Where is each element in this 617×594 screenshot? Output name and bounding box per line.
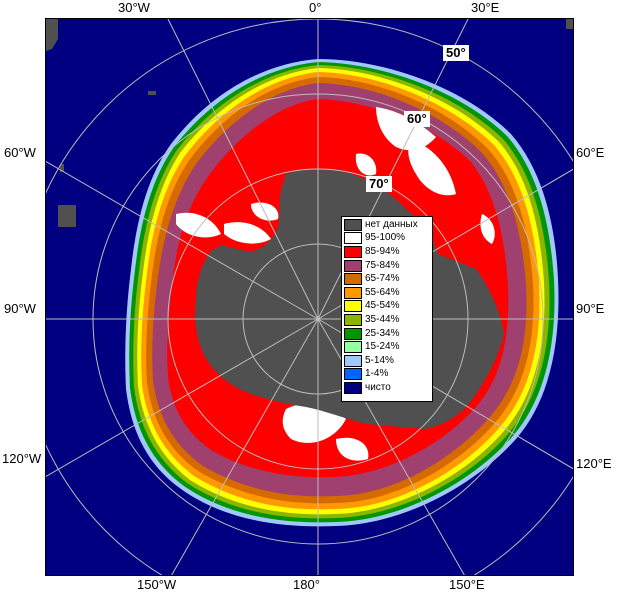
legend-label: 45-54% [365, 300, 400, 312]
land-fragment-small [60, 164, 64, 172]
lon-label-30w-top: 30°W [118, 0, 150, 15]
lat-label-60: 60° [404, 111, 430, 127]
legend-swatch [344, 341, 362, 354]
legend-label: 65-74% [365, 273, 400, 285]
meridian-150w [171, 318, 319, 575]
ice-patch-95-100-5 [224, 222, 271, 244]
legend-label: 35-44% [365, 313, 400, 325]
lat-label-70: 70° [366, 176, 392, 192]
legend-swatch [344, 300, 362, 313]
legend-swatch [344, 381, 362, 394]
legend-item: 45-54% [344, 300, 430, 314]
lon-label-120e-right: 120°E [576, 456, 612, 471]
legend-label: 95-100% [365, 232, 406, 244]
legend-label: 25-34% [365, 327, 400, 339]
meridian-30w [167, 19, 319, 320]
legend-item: чисто [344, 381, 430, 395]
lon-label-150w-bottom: 150°W [137, 577, 177, 592]
legend-swatch [344, 286, 362, 299]
legend-swatch [344, 354, 362, 367]
ice-patch-95-100-1 [376, 107, 436, 151]
legend-item: 5-14% [344, 354, 430, 368]
lon-label-60w-left: 60°W [4, 145, 36, 160]
legend-swatch [344, 273, 362, 286]
legend-swatch [344, 232, 362, 245]
land-fragment-top-right [566, 19, 573, 29]
sea-ice-concentration-map [45, 18, 574, 576]
lon-label-180-bottom: 180° [293, 577, 320, 592]
legend-label: 85-94% [365, 245, 400, 257]
land-fragment-small-2 [148, 91, 156, 95]
legend-item: 75-84% [344, 259, 430, 273]
legend-item: 35-44% [344, 313, 430, 327]
legend-item: 1-4% [344, 368, 430, 382]
legend-label: 1-4% [365, 368, 389, 380]
lon-label-30e-top: 30°E [471, 0, 500, 15]
lon-label-60e-right: 60°E [576, 145, 605, 160]
legend-label: 5-14% [365, 354, 394, 366]
land-fragment-left [58, 205, 76, 227]
legend-swatch [344, 245, 362, 258]
ice-patch-95-100-2 [408, 139, 456, 196]
land-fragment-top-left [46, 19, 58, 51]
legend-label: 75-84% [365, 259, 400, 271]
meridian-120w [46, 318, 319, 478]
lon-label-150e-bottom: 150°E [449, 577, 485, 592]
lon-label-90e-right: 90°E [576, 301, 605, 316]
legend-item: 65-74% [344, 272, 430, 286]
lon-label-0-top: 0° [309, 0, 322, 15]
legend-label: 55-64% [365, 286, 400, 298]
polar-stereographic-map [46, 19, 573, 575]
legend-swatch [344, 313, 362, 326]
legend-swatch [344, 218, 362, 231]
ice-patch-95-100-3 [355, 153, 377, 176]
legend-item: нет данных [344, 218, 430, 232]
legend-swatch [344, 327, 362, 340]
legend-swatch [344, 259, 362, 272]
legend-item: 55-64% [344, 286, 430, 300]
legend-swatch [344, 368, 362, 381]
ice-patch-95-100-4 [176, 212, 221, 238]
legend-item: 95-100% [344, 232, 430, 246]
legend-item: 25-34% [344, 327, 430, 341]
legend-label: нет данных [365, 218, 418, 230]
lon-label-120w-left: 120°W [2, 451, 42, 466]
lon-label-90w-left: 90°W [4, 301, 36, 316]
lat-label-50: 50° [443, 45, 469, 61]
legend-label: 15-24% [365, 341, 400, 353]
legend-item: 85-94% [344, 245, 430, 259]
legend-item: 15-24% [344, 340, 430, 354]
legend-label: чисто [365, 381, 391, 393]
meridian-60w [46, 160, 319, 320]
ice-patch-95-100-7 [282, 403, 346, 443]
legend: нет данных 95-100% 85-94% 75-84% 65-74% 55-64… [341, 216, 433, 402]
ice-patch-95-100-8 [336, 437, 369, 461]
